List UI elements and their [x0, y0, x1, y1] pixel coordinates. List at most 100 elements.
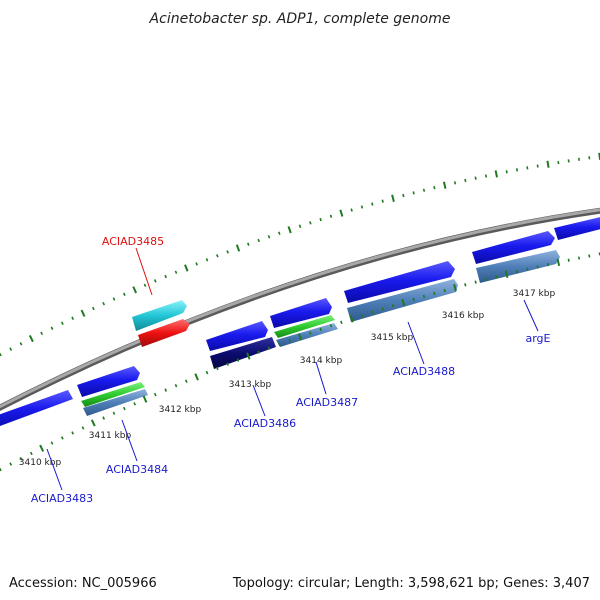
scale-tick [453, 284, 457, 292]
gene-feature[interactable] [554, 216, 600, 240]
scale-tick [174, 270, 178, 274]
scale-tick [91, 306, 95, 311]
scale-labels: 3410 kbp 3411 kbp 3412 kbp 3413 kbp 3414… [19, 289, 556, 468]
scale-tick [184, 264, 189, 272]
scale-tick [495, 275, 498, 279]
scale-tick [309, 331, 312, 335]
gene-feature[interactable] [77, 366, 140, 397]
scale-tick [297, 333, 303, 341]
gene-feature[interactable] [476, 250, 560, 283]
scale-label: 3417 kbp [513, 289, 556, 299]
scale-tick [267, 346, 271, 350]
scale-tick [81, 426, 85, 430]
scale-tick [442, 181, 447, 189]
gene-feature[interactable] [270, 298, 332, 328]
scale-tick [143, 283, 147, 288]
scale-tick [536, 164, 539, 168]
scale-tick [567, 258, 570, 262]
scale-tick [298, 224, 302, 228]
scale-tick [60, 436, 64, 440]
scale-tick [132, 286, 138, 294]
gene-features [0, 216, 600, 431]
scale-label: 3410 kbp [19, 458, 62, 468]
scale-tick [556, 258, 561, 267]
gene-label-aciad3488[interactable]: ACIAD3488 [393, 365, 455, 378]
scale-label: 3411 kbp [89, 431, 132, 441]
scale-tick [505, 170, 508, 174]
gene-label-aciad3485[interactable]: ACIAD3485 [102, 235, 164, 248]
gene-feature[interactable] [472, 231, 555, 264]
scale-tick [381, 307, 384, 311]
outer-tick-track [0, 152, 600, 357]
scale-tick [546, 160, 550, 168]
scale-tick [474, 176, 477, 180]
scale-tick [412, 297, 415, 302]
scale-tick [164, 388, 168, 392]
scale-tick [235, 244, 241, 252]
scale-tick [319, 327, 322, 332]
gene-label-aciad3484[interactable]: ACIAD3484 [106, 463, 168, 476]
scale-tick [246, 352, 251, 360]
scale-tick [278, 342, 281, 346]
gene-feature[interactable] [274, 315, 335, 338]
scale-tick [577, 256, 581, 260]
gene-feature[interactable] [83, 389, 148, 416]
scale-tick [50, 326, 54, 330]
gene-feature[interactable] [138, 319, 190, 347]
scale-tick [0, 352, 2, 357]
scale-tick [557, 160, 560, 165]
gene-feature[interactable] [210, 337, 276, 369]
scale-tick [278, 231, 281, 235]
gene-feature[interactable] [0, 390, 73, 431]
scale-tick [122, 292, 126, 297]
gene-label-aciad3486[interactable]: ACIAD3486 [234, 417, 296, 430]
scale-tick [504, 270, 509, 278]
label-leaders [46, 247, 539, 491]
scale-tick [257, 350, 260, 354]
gene-labels: ACIAD3483 ACIAD3484 ACIAD3485 ACIAD3486 … [31, 235, 551, 505]
scale-tick [339, 209, 344, 217]
scale-tick [401, 298, 406, 307]
gene-label-aciad3487[interactable]: ACIAD3487 [296, 396, 358, 409]
scale-tick [90, 419, 96, 427]
scale-tick [50, 441, 54, 445]
scale-tick [494, 170, 498, 178]
scale-tick [349, 315, 354, 323]
gene-feature[interactable] [132, 300, 187, 331]
scale-tick [433, 186, 436, 190]
scale-tick [174, 383, 178, 388]
scale-tick [340, 320, 343, 325]
scale-tick [112, 297, 116, 301]
scale-tick [536, 265, 539, 269]
scale-tick [412, 191, 415, 195]
gene-feature[interactable] [81, 382, 145, 407]
scale-tick [267, 235, 271, 239]
scale-tick [0, 467, 2, 472]
gene-feature[interactable] [276, 323, 338, 347]
scale-label: 3413 kbp [229, 380, 272, 390]
scale-tick [247, 242, 250, 246]
gene-feature[interactable] [344, 261, 455, 303]
scale-tick [371, 310, 374, 314]
scale-tick [371, 202, 374, 206]
gene-feature[interactable] [206, 321, 268, 351]
scale-tick [39, 444, 45, 452]
scale-tick [205, 370, 209, 375]
scale-tick [102, 301, 106, 306]
scale-tick [360, 205, 364, 209]
scale-tick [133, 402, 137, 406]
scale-tick [19, 342, 23, 346]
scale-tick [567, 159, 570, 163]
scale-tick [71, 431, 75, 435]
scale-tick [474, 280, 477, 284]
scale-tick [236, 358, 240, 362]
scale-tick [9, 462, 13, 466]
scale-tick [102, 416, 106, 420]
gene-label-aciad3483[interactable]: ACIAD3483 [31, 492, 93, 505]
scale-tick [443, 288, 446, 293]
scale-tick [226, 362, 229, 366]
scale-tick [226, 250, 229, 254]
scale-tick [360, 313, 364, 318]
scale-tick [19, 457, 23, 461]
gene-label-arge[interactable]: argE [525, 332, 550, 345]
